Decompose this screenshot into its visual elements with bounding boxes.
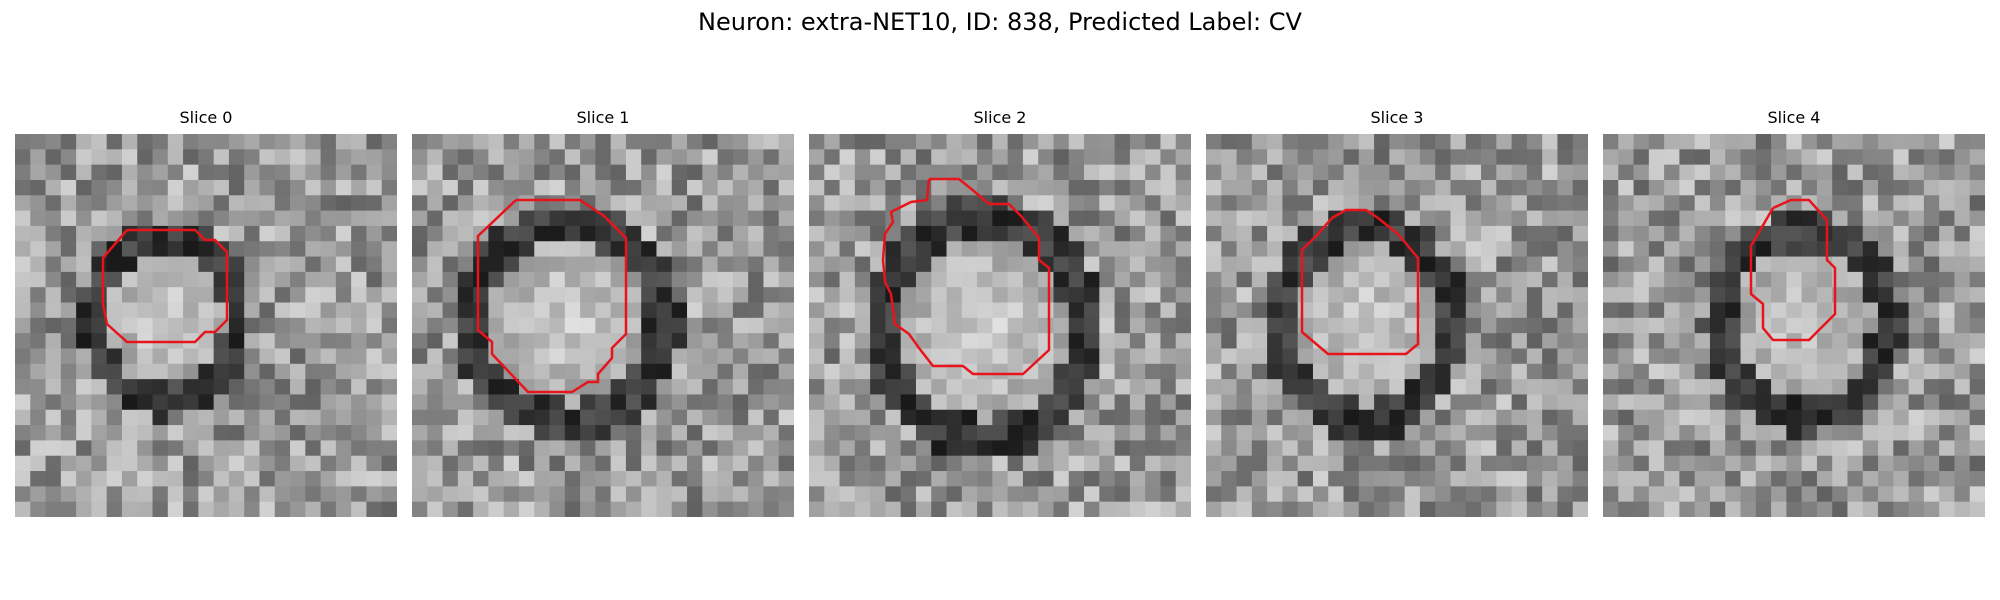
pixel-grid [15, 134, 397, 517]
slice-panel-4: Slice 4 [1603, 108, 1985, 518]
slice-title: Slice 0 [179, 108, 233, 127]
figure-title: Neuron: extra-NET10, ID: 838, Predicted … [698, 8, 1302, 36]
segmentation-outline [881, 177, 1051, 376]
slice-panel-2: Slice 2 [809, 108, 1191, 518]
slice-panel-3: Slice 3 [1206, 108, 1588, 518]
slice-image [1206, 134, 1588, 517]
segmentation-outline [101, 228, 229, 344]
slice-title: Slice 1 [576, 108, 630, 127]
slice-image [809, 134, 1191, 517]
segmentation-outline [1749, 198, 1837, 342]
slice-title: Slice 2 [973, 108, 1027, 127]
slice-panel-0: Slice 0 [15, 108, 397, 518]
slice-panel-1: Slice 1 [412, 108, 794, 518]
pixel-grid [1206, 134, 1588, 517]
segmentation-outline [1300, 208, 1420, 356]
slice-image [1603, 134, 1985, 517]
segmentation-outline [476, 198, 628, 394]
slice-image [412, 134, 794, 517]
slice-title: Slice 3 [1370, 108, 1424, 127]
pixel-grid [1603, 134, 1985, 517]
pixel-grid [809, 134, 1191, 517]
slice-title: Slice 4 [1767, 108, 1821, 127]
slice-image [15, 134, 397, 517]
pixel-grid [412, 134, 794, 517]
